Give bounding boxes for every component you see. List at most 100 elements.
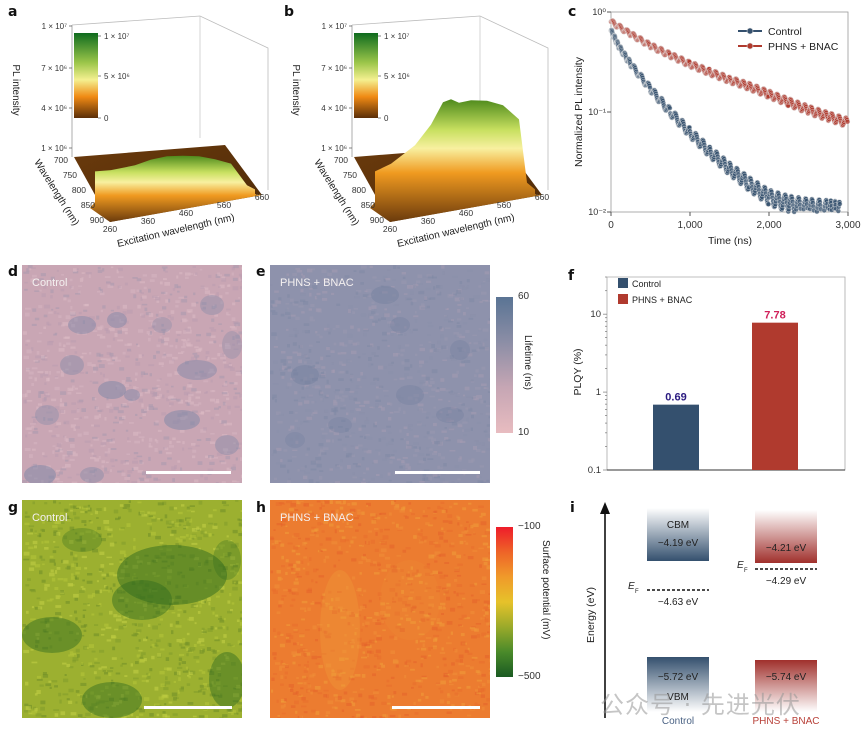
- map-speck: [287, 542, 293, 545]
- map-speck: [122, 403, 127, 407]
- map-speck: [466, 285, 470, 289]
- map-speck: [436, 586, 442, 589]
- map-speck: [41, 715, 47, 718]
- x-axis-label: Time (ns): [708, 235, 752, 247]
- map-speck: [329, 606, 333, 610]
- map-speck: [146, 331, 150, 335]
- map-speck: [31, 367, 38, 370]
- data-point: [667, 105, 673, 111]
- map-domain: [82, 682, 142, 718]
- map-speck: [323, 520, 328, 524]
- map-speck: [362, 353, 366, 355]
- map-speck: [438, 472, 441, 477]
- map-speck: [156, 385, 160, 387]
- map-speck: [295, 567, 301, 571]
- map-speck: [409, 290, 415, 295]
- map-speck: [358, 544, 362, 547]
- map-speck: [434, 476, 440, 479]
- map-speck: [171, 529, 177, 534]
- map-speck: [467, 647, 470, 651]
- map-speck: [138, 329, 144, 333]
- map-speck: [422, 643, 425, 647]
- map-speck: [427, 507, 431, 510]
- map-speck: [394, 303, 400, 306]
- map-speck: [98, 667, 102, 670]
- map-speck: [329, 412, 334, 415]
- map-speck: [148, 327, 153, 330]
- map-speck: [285, 386, 289, 389]
- map-domain: [222, 331, 242, 359]
- map-speck: [412, 299, 417, 303]
- map-speck: [280, 458, 283, 463]
- map-speck: [141, 303, 148, 306]
- map-speck: [409, 428, 413, 431]
- map-speck: [342, 329, 348, 334]
- map-speck: [485, 608, 488, 611]
- map-speck: [366, 540, 369, 545]
- map-speck: [398, 400, 401, 404]
- map-speck: [82, 331, 88, 335]
- map-speck: [157, 429, 162, 432]
- map-speck: [84, 303, 89, 307]
- map-speck: [290, 688, 294, 692]
- map-speck: [88, 644, 94, 648]
- map-speck: [316, 294, 322, 299]
- map-speck: [144, 608, 147, 612]
- map-speck: [340, 699, 346, 703]
- map-speck: [362, 651, 366, 654]
- map-speck: [151, 516, 156, 519]
- map-speck: [54, 386, 60, 391]
- map-speck: [104, 672, 108, 675]
- map-speck: [424, 296, 427, 300]
- map-speck: [433, 286, 436, 290]
- map-speck: [296, 552, 301, 556]
- map-speck: [314, 400, 317, 404]
- map-speck: [303, 676, 308, 681]
- map-speck: [162, 711, 166, 714]
- map-speck: [91, 364, 96, 367]
- map-speck: [188, 382, 192, 386]
- map-speck: [290, 377, 296, 381]
- map-speck: [32, 540, 38, 545]
- map-speck: [28, 371, 34, 375]
- map-speck: [433, 441, 440, 445]
- map-speck: [24, 447, 31, 452]
- map-speck: [447, 294, 454, 298]
- map-speck: [25, 307, 31, 310]
- map-speck: [428, 524, 433, 527]
- map-speck: [42, 406, 47, 408]
- map-speck: [337, 606, 343, 610]
- map-speck: [146, 636, 149, 639]
- map-speck: [395, 626, 401, 629]
- map-speck: [442, 587, 447, 590]
- map-speck: [386, 564, 392, 568]
- map-speck: [201, 307, 206, 311]
- map-speck: [159, 311, 163, 314]
- map-speck: [73, 511, 77, 516]
- map-speck: [426, 563, 431, 566]
- bar-treated: [752, 322, 798, 470]
- map-speck: [226, 535, 229, 538]
- map-speck: [378, 568, 381, 570]
- map-speck: [417, 463, 422, 465]
- map-speck: [465, 542, 469, 545]
- map-domain: [390, 317, 410, 333]
- map-speck: [32, 431, 39, 434]
- map-speck: [158, 362, 164, 365]
- map-speck: [303, 301, 309, 305]
- map-speck: [143, 638, 148, 642]
- map-speck: [83, 678, 86, 680]
- map-speck: [449, 680, 452, 683]
- x-tick-label: 1,000: [677, 220, 702, 231]
- map-speck: [36, 678, 43, 681]
- map-speck: [156, 350, 160, 354]
- map-speck: [102, 439, 107, 443]
- map-speck: [410, 621, 416, 624]
- map-speck: [107, 528, 113, 532]
- map-speck: [185, 272, 191, 276]
- map-speck: [285, 303, 290, 305]
- map-speck: [126, 377, 131, 381]
- map-speck: [106, 406, 110, 408]
- map-speck: [235, 371, 242, 376]
